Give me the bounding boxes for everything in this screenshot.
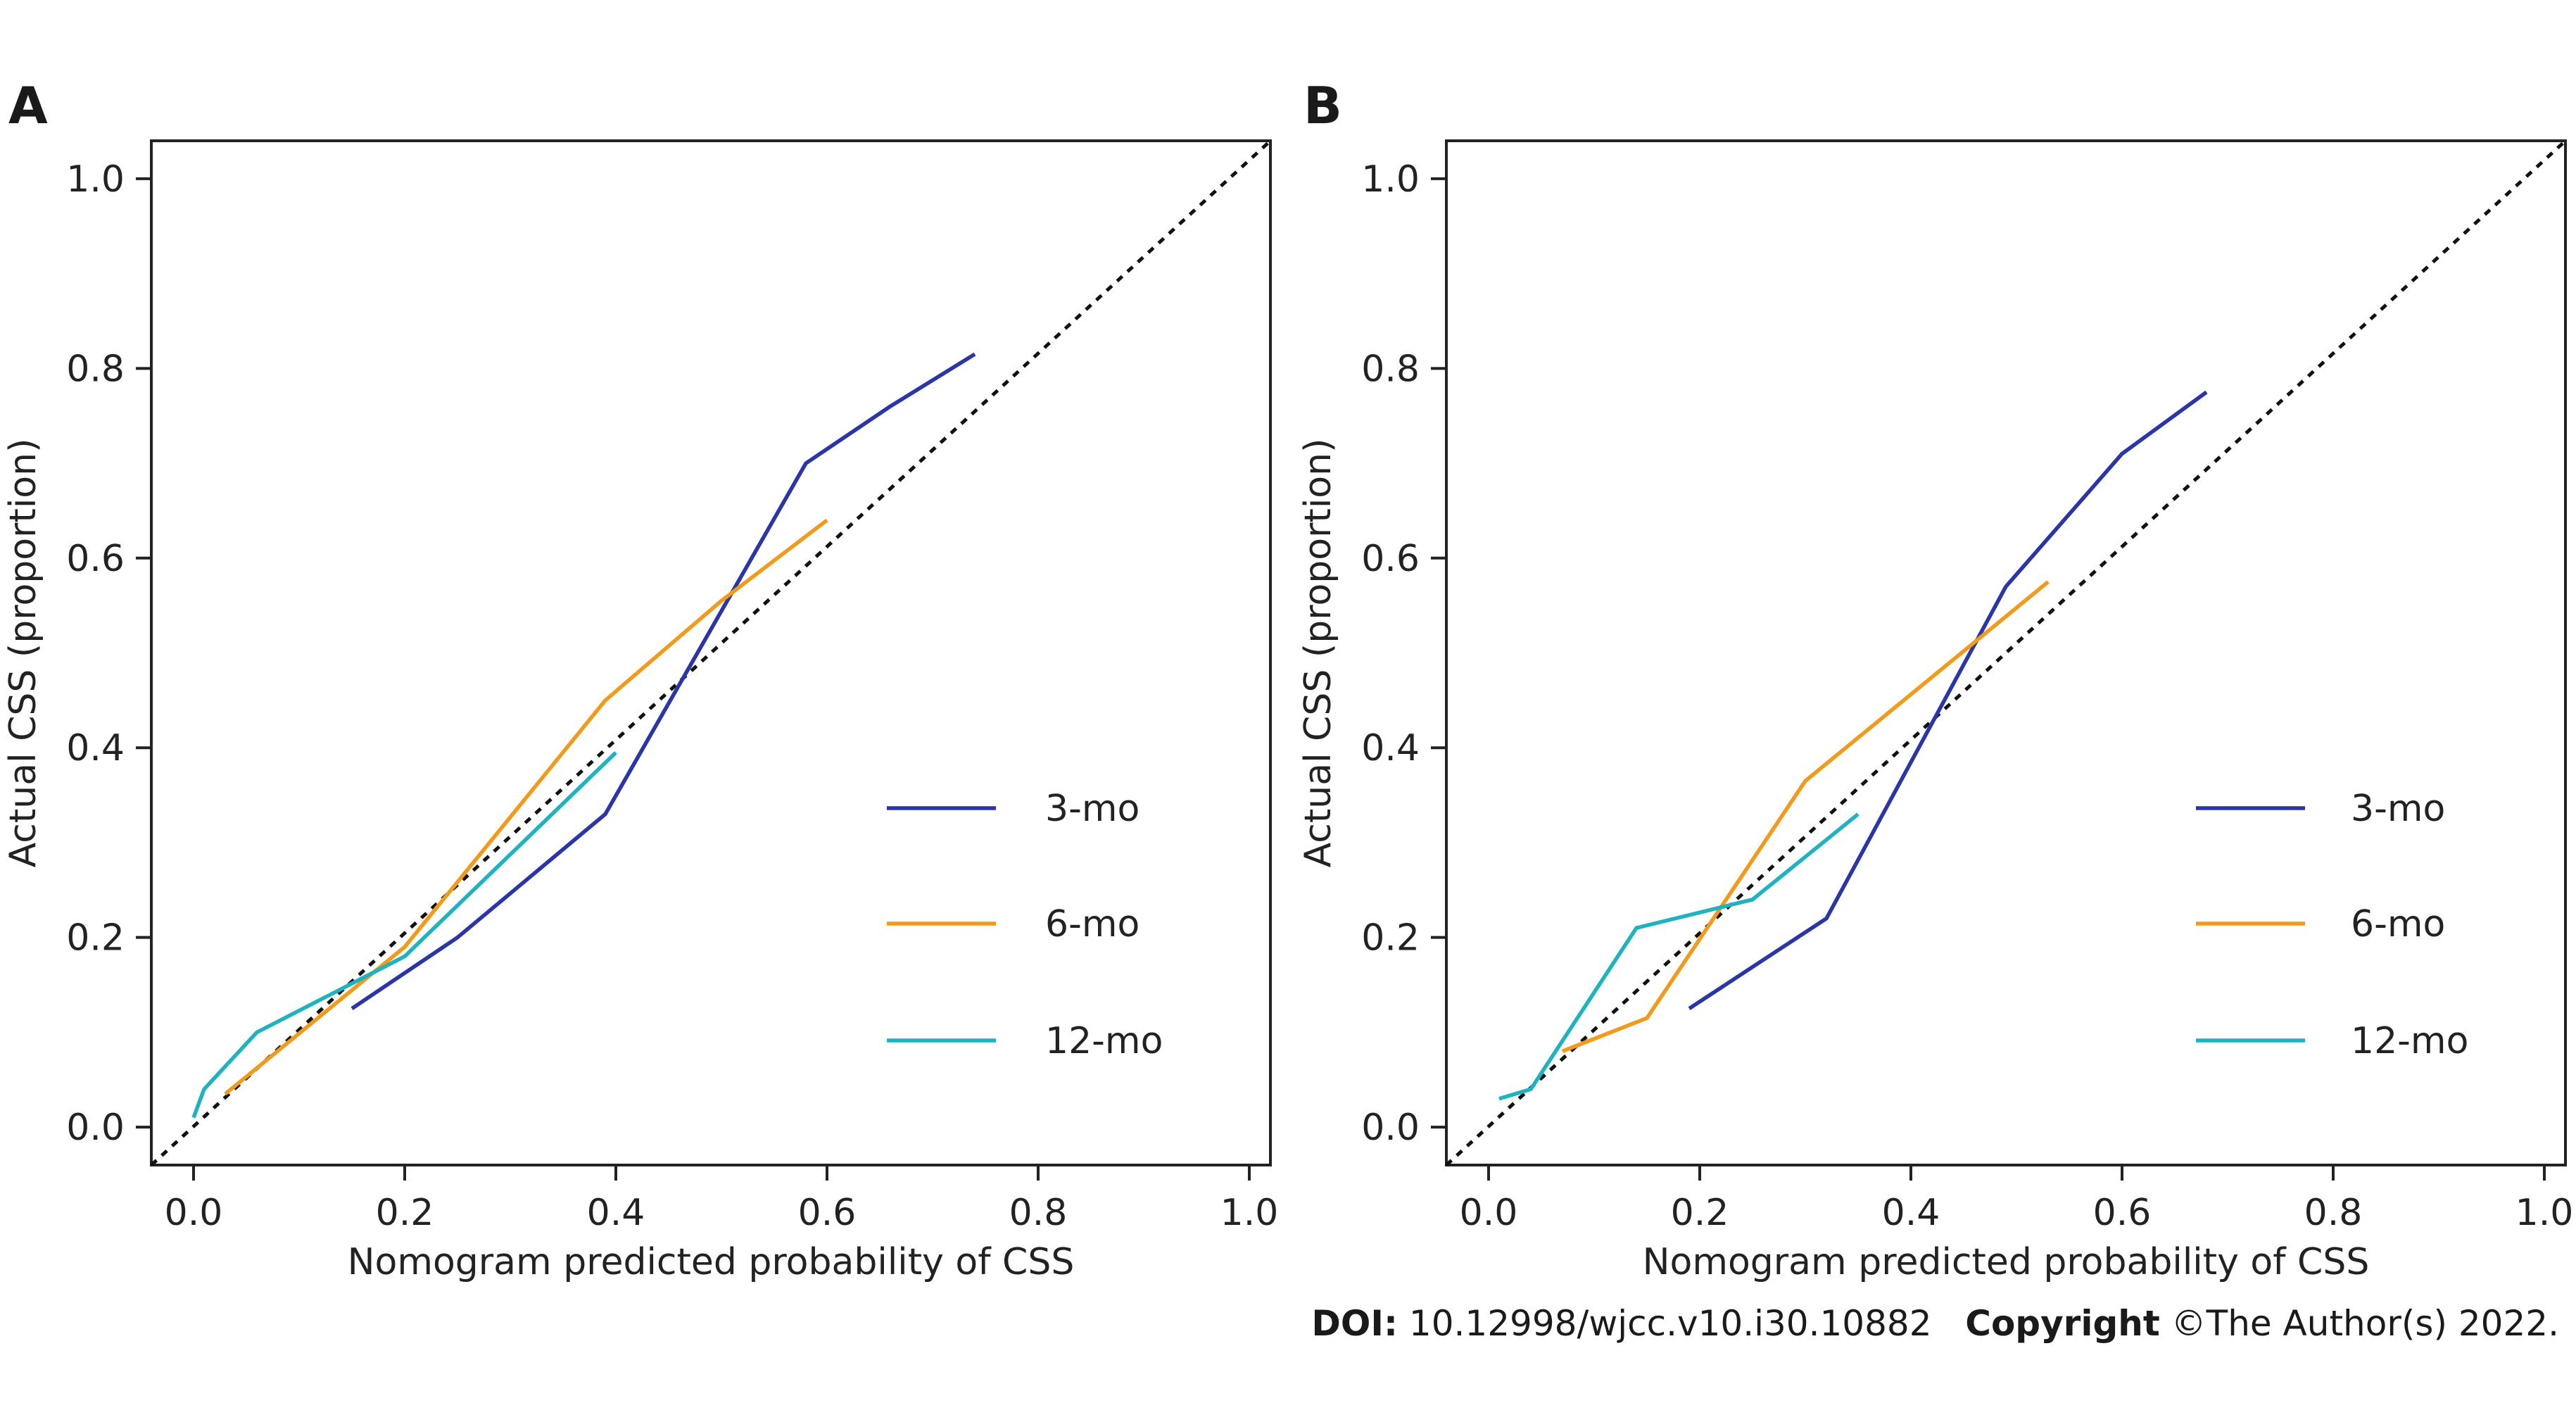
y-tick-label: 0.4 xyxy=(66,727,125,769)
y-tick-label: 0.0 xyxy=(66,1107,125,1149)
series-line-3-mo xyxy=(351,352,976,1010)
x-tick-label: 0.2 xyxy=(376,1192,434,1234)
doi-label: DOI: xyxy=(1311,1303,1398,1344)
doi-value: 10.12998/wjcc.v10.i30.10882 xyxy=(1408,1303,1932,1344)
copyright-value: ©The Author(s) 2022. xyxy=(2171,1303,2559,1344)
y-tick-label: 0.0 xyxy=(1361,1107,1420,1149)
calibration-panel-a: A 0.0 0.2 0.4 0.6 0.8 1.0 0.0 0.2 0.4 0.6 0.8 1.0 Nom… xyxy=(2,76,1278,1283)
y-tick-label: 0.2 xyxy=(1361,917,1420,959)
y-tick-label: 0.2 xyxy=(66,917,125,959)
legend-label-6-mo: 6-mo xyxy=(1045,903,1139,945)
x-tick-label: 0.8 xyxy=(2304,1192,2363,1234)
calibration-panel-b: B 0.0 0.2 0.4 0.6 0.8 1.0 0.0 0.2 0.4 0.6 0.8 1.0 Nom… xyxy=(1297,76,2573,1283)
copyright-label: Copyright xyxy=(1965,1303,2160,1344)
y-tick-label: 0.8 xyxy=(66,348,125,390)
legend-label-3-mo: 3-mo xyxy=(1045,788,1139,830)
legend-label-3-mo: 3-mo xyxy=(2351,788,2445,830)
plot-frame xyxy=(150,139,1272,1166)
x-tick-label: 0.0 xyxy=(165,1192,223,1234)
x-axis-title: Nomogram predicted probability of CSS xyxy=(1643,1241,2370,1283)
y-tick-label: 0.6 xyxy=(66,538,125,580)
y-tick-label: 0.6 xyxy=(1361,538,1420,580)
panel-label: A xyxy=(8,76,48,135)
series-line-3-mo xyxy=(1688,390,2208,1010)
citation-line: DOI: 10.12998/wjcc.v10.i30.10882 Copyrig… xyxy=(1311,1295,2559,1352)
reference-diagonal xyxy=(1445,139,2567,1166)
legend-label-12-mo: 12-mo xyxy=(2351,1020,2468,1062)
y-tick-label: 1.0 xyxy=(1361,158,1420,201)
x-tick-label: 0.6 xyxy=(798,1192,857,1234)
x-tick-label: 0.8 xyxy=(1009,1192,1068,1234)
plot-frame xyxy=(1445,139,2567,1166)
series-line-12-mo xyxy=(1498,812,1860,1101)
x-tick-label: 0.2 xyxy=(1671,1192,1729,1234)
y-axis-title: Actual CSS (proportion) xyxy=(2,439,44,868)
series-line-6-mo xyxy=(224,518,828,1096)
x-tick-label: 0.6 xyxy=(2093,1192,2152,1234)
y-tick-label: 1.0 xyxy=(66,158,125,201)
reference-diagonal xyxy=(150,139,1272,1166)
panel-label: B xyxy=(1303,76,1342,135)
series-line-12-mo xyxy=(191,751,617,1119)
legend-label-6-mo: 6-mo xyxy=(2351,903,2445,945)
x-tick-label: 1.0 xyxy=(2515,1192,2574,1234)
y-tick-label: 0.4 xyxy=(1361,727,1420,769)
legend-label-12-mo: 12-mo xyxy=(1045,1020,1163,1062)
y-axis-title: Actual CSS (proportion) xyxy=(1297,439,1339,868)
x-tick-label: 0.0 xyxy=(1460,1192,1518,1234)
x-tick-label: 1.0 xyxy=(1220,1192,1279,1234)
x-tick-label: 0.4 xyxy=(587,1192,645,1234)
series-line-6-mo xyxy=(1561,580,2050,1053)
x-tick-label: 0.4 xyxy=(1882,1192,1940,1234)
x-axis-title: Nomogram predicted probability of CSS xyxy=(348,1241,1075,1283)
y-tick-label: 0.8 xyxy=(1361,348,1420,390)
